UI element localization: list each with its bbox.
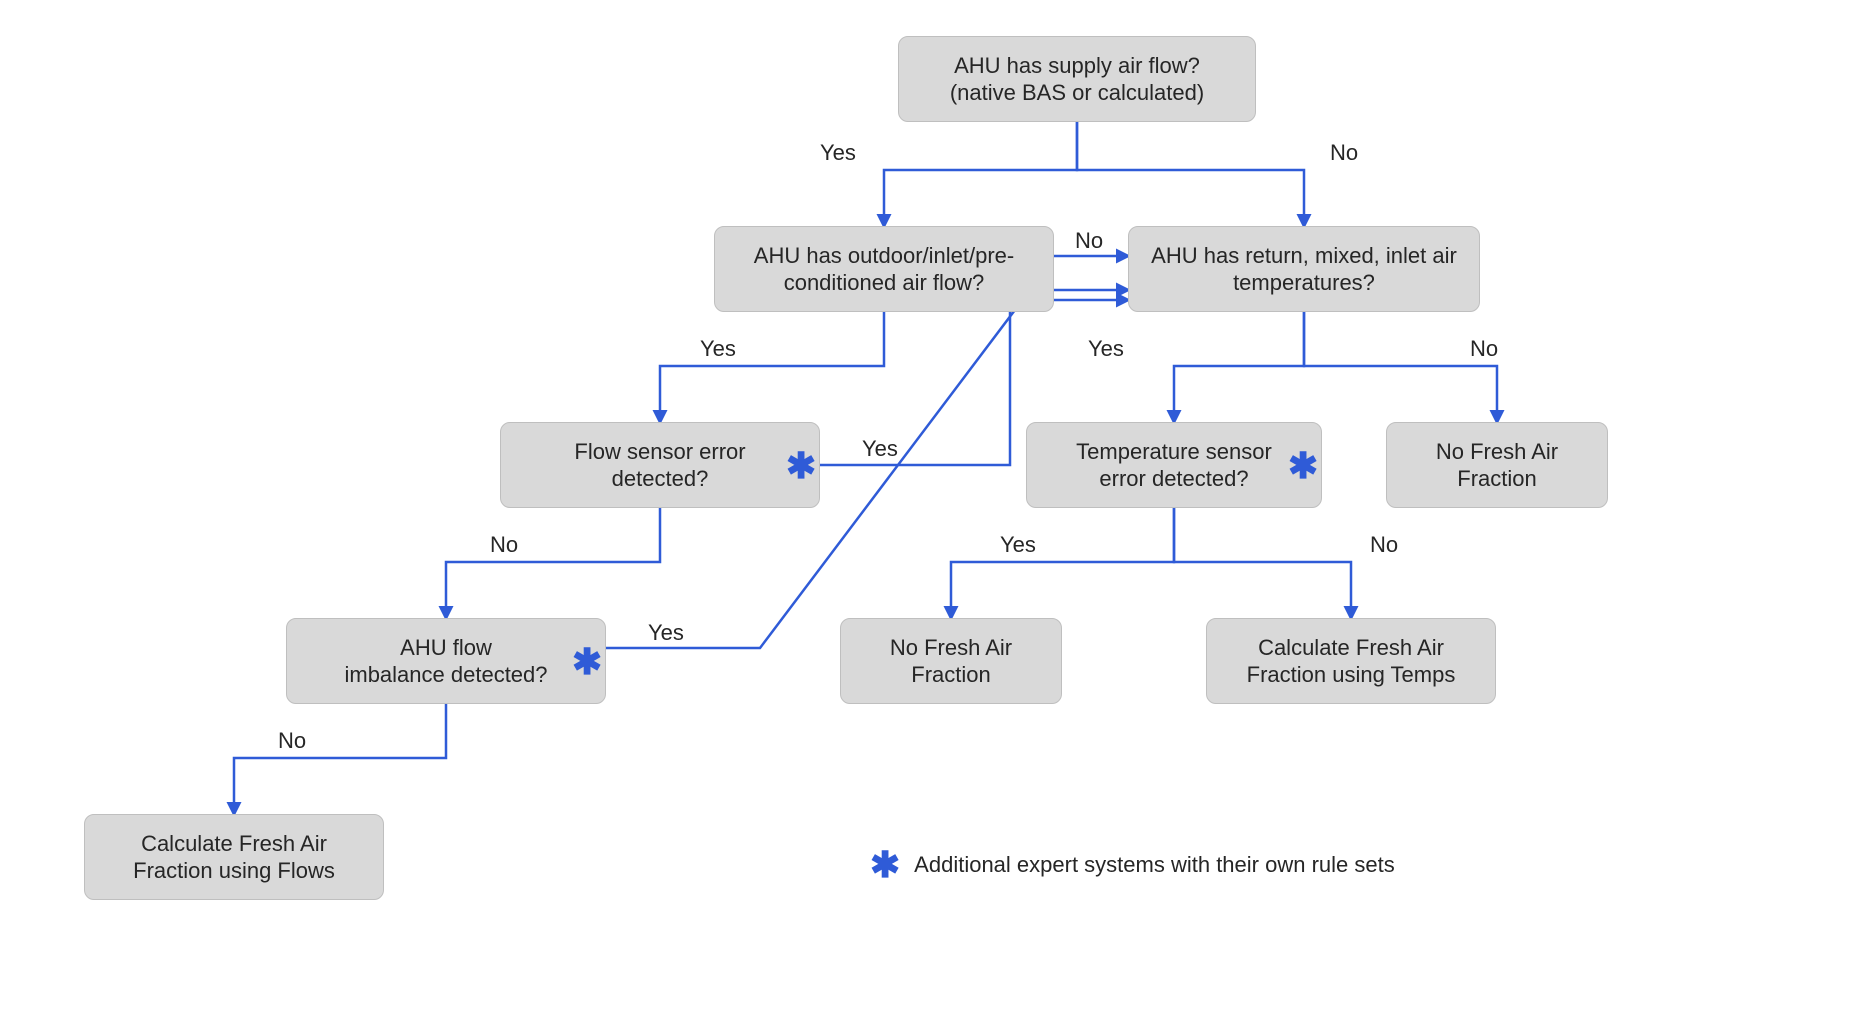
edge-e4 bbox=[660, 312, 884, 422]
edge-label-e5: Yes bbox=[1088, 336, 1124, 362]
edge-e5 bbox=[1174, 312, 1304, 422]
node-temp-sensor-error: Temperature sensorerror detected? bbox=[1026, 422, 1322, 508]
edge-label-e9: Yes bbox=[1000, 532, 1036, 558]
legend-text: Additional expert systems with their own… bbox=[914, 852, 1395, 878]
node-flow-imbalance: AHU flowimbalance detected? bbox=[286, 618, 606, 704]
node-supply-air-flow: AHU has supply air flow?(native BAS or c… bbox=[898, 36, 1256, 122]
edge-e8 bbox=[446, 508, 660, 618]
edge-label-e10: No bbox=[1370, 532, 1398, 558]
node-calc-using-temps: Calculate Fresh AirFraction using Temps bbox=[1206, 618, 1496, 704]
edge-e1 bbox=[884, 122, 1077, 226]
node-no-fresh-air-2: No Fresh AirFraction bbox=[840, 618, 1062, 704]
edge-e12 bbox=[234, 704, 446, 814]
edge-label-e6: No bbox=[1470, 336, 1498, 362]
edge-label-e12: No bbox=[278, 728, 306, 754]
node-flow-sensor-error: Flow sensor errordetected? bbox=[500, 422, 820, 508]
node-return-mixed-temps: AHU has return, mixed, inlet airtemperat… bbox=[1128, 226, 1480, 312]
edge-e6 bbox=[1304, 312, 1497, 422]
edge-e10 bbox=[1174, 508, 1351, 618]
asterisk-icon: ✱ bbox=[786, 445, 816, 487]
edge-label-e3: No bbox=[1075, 228, 1103, 254]
edge-label-e1: Yes bbox=[820, 140, 856, 166]
node-no-fresh-air-1: No Fresh AirFraction bbox=[1386, 422, 1608, 508]
legend: ✱ Additional expert systems with their o… bbox=[870, 844, 1395, 886]
asterisk-icon: ✱ bbox=[870, 844, 900, 886]
flowchart-canvas: AHU has supply air flow?(native BAS or c… bbox=[0, 0, 1876, 1024]
node-outdoor-inlet-flow: AHU has outdoor/inlet/pre-conditioned ai… bbox=[714, 226, 1054, 312]
edge-label-e8: No bbox=[490, 532, 518, 558]
edge-label-e4: Yes bbox=[700, 336, 736, 362]
edge-label-e11: Yes bbox=[648, 620, 684, 646]
edge-label-e2: No bbox=[1330, 140, 1358, 166]
asterisk-icon: ✱ bbox=[1288, 445, 1318, 487]
edge-label-e7: Yes bbox=[862, 436, 898, 462]
edge-e9 bbox=[951, 508, 1174, 618]
asterisk-icon: ✱ bbox=[572, 641, 602, 683]
edge-e2 bbox=[1077, 122, 1304, 226]
node-calc-using-flows: Calculate Fresh AirFraction using Flows bbox=[84, 814, 384, 900]
